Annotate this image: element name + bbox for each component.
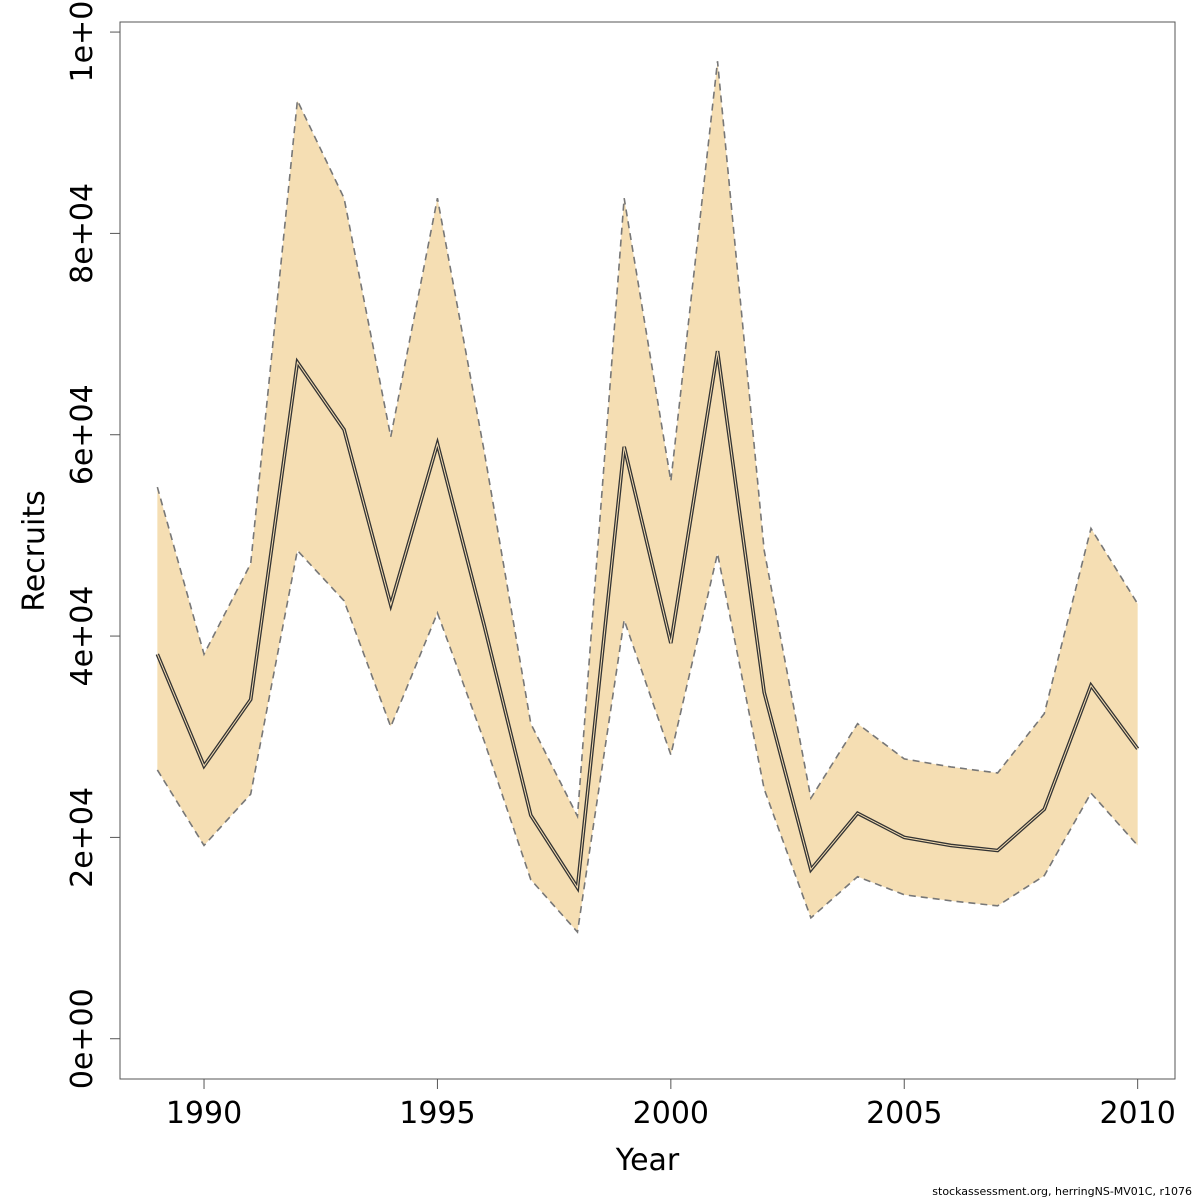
y-axis-title: Recruits xyxy=(17,490,52,612)
plot-frame xyxy=(119,21,1176,1080)
y-tick-label: 4e+04 xyxy=(65,586,100,687)
upper-bound-line xyxy=(156,61,1139,820)
confidence-band xyxy=(157,61,1138,933)
y-tick-label: 0e+00 xyxy=(65,988,100,1089)
x-tick-label: 2005 xyxy=(866,1096,942,1131)
y-tick-label: 2e+04 xyxy=(65,787,100,888)
credit-footnote: stockassessment.org, herringNS-MV01C, r1… xyxy=(932,1185,1192,1198)
y-axis: 0e+00 2e+04 4e+04 6e+04 8e+04 1e+05 xyxy=(65,0,120,1089)
x-tick-label: 1995 xyxy=(399,1096,475,1131)
confidence-band-layer xyxy=(157,61,1138,933)
lower-bound-line xyxy=(156,548,1139,934)
x-tick-label: 2000 xyxy=(633,1096,709,1131)
y-tick-label: 1e+05 xyxy=(65,0,100,82)
x-tick-label: 1990 xyxy=(166,1096,242,1131)
x-tick-label: 2010 xyxy=(1099,1096,1175,1131)
y-tick-label: 6e+04 xyxy=(65,384,100,485)
y-tick-label: 8e+04 xyxy=(65,183,100,284)
series-line-layer xyxy=(155,61,1140,934)
x-axis-title: Year xyxy=(615,1143,680,1178)
x-axis: 1990 1995 2000 2005 2010 xyxy=(166,1079,1176,1131)
estimate-line-core xyxy=(156,351,1139,890)
